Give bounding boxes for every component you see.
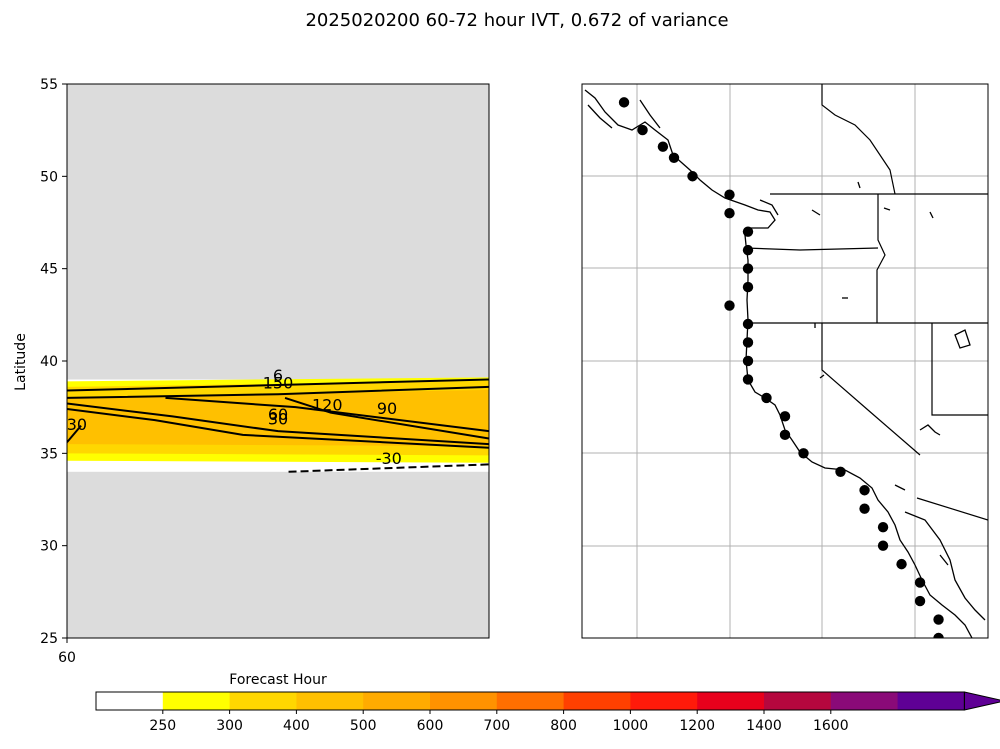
state-borders bbox=[744, 84, 988, 521]
colorbar-tick-label: 250 bbox=[149, 718, 176, 734]
colorbar-ticks: 250 300 400 500 600 700 800 1000 1200 1400 1600 bbox=[149, 710, 849, 734]
map-marker bbox=[779, 429, 791, 441]
y-tick-label: 40 bbox=[40, 354, 58, 370]
map-marker bbox=[637, 124, 648, 136]
colorbar-cell bbox=[897, 692, 965, 710]
map-marker bbox=[896, 558, 907, 570]
map-markers bbox=[618, 97, 944, 638]
colorbar-cell bbox=[496, 692, 565, 710]
contour-line bbox=[165, 396, 489, 433]
map-marker bbox=[724, 300, 735, 311]
band-layer-400 bbox=[67, 389, 489, 447]
colorbar-tick-label: 300 bbox=[216, 718, 243, 734]
y-axis-label: Latitude bbox=[13, 333, 29, 391]
colorbar-extend-arrow bbox=[963, 691, 1000, 711]
map-marker bbox=[779, 411, 791, 422]
y-tick-label: 50 bbox=[40, 169, 58, 185]
map-marker bbox=[877, 540, 889, 551]
contour-label: 150 bbox=[263, 373, 294, 392]
colorbar-tick-label: 1000 bbox=[613, 718, 649, 734]
contour-label: -30 bbox=[376, 449, 402, 468]
figure-title: 2025020200 60-72 hour IVT, 0.672 of vari… bbox=[305, 10, 728, 31]
colorbar-cell bbox=[162, 692, 231, 710]
colorbar-tick-label: 1200 bbox=[679, 718, 715, 734]
colorbar-cell bbox=[697, 692, 765, 710]
map-marker bbox=[859, 503, 870, 514]
map-layers bbox=[582, 84, 988, 638]
map-marker bbox=[742, 374, 754, 385]
map-marker bbox=[668, 152, 680, 163]
x-tick-label: 60 bbox=[58, 650, 76, 666]
colorbar-tick-label: 1600 bbox=[813, 718, 849, 734]
colorbar-cell bbox=[229, 692, 297, 710]
colorbar-cell bbox=[764, 692, 832, 710]
colorbar: Forecast Hour 250 300 400 500 600 700 800 1000 1… bbox=[95, 672, 1000, 734]
y-tick-label: 45 bbox=[40, 262, 58, 278]
map-marker bbox=[933, 614, 944, 625]
colorbar-cell bbox=[830, 692, 899, 710]
map-marker bbox=[914, 595, 926, 607]
colorbar-tick-label: 800 bbox=[550, 718, 577, 734]
map-marker bbox=[742, 244, 754, 256]
colorbar-tick-label: 400 bbox=[283, 718, 310, 734]
map-marker bbox=[761, 392, 772, 404]
map-frame bbox=[581, 83, 989, 639]
colorbar-cell bbox=[430, 692, 498, 710]
map-marker bbox=[877, 521, 889, 533]
colorbar-label: Forecast Hour bbox=[229, 672, 327, 688]
contour-line bbox=[288, 463, 489, 473]
y-tick-label: 35 bbox=[40, 446, 58, 462]
colorbar-cell bbox=[363, 692, 431, 710]
contour-line bbox=[67, 424, 82, 443]
contour-line bbox=[67, 402, 489, 446]
y-tick-label: 30 bbox=[40, 539, 58, 555]
map-marker bbox=[742, 281, 754, 293]
colorbar-cells bbox=[95, 691, 1000, 711]
y-tick-label: 55 bbox=[40, 77, 58, 93]
colorbar-cell bbox=[96, 692, 164, 710]
map-marker bbox=[742, 318, 754, 330]
colorbar-frame bbox=[95, 691, 965, 711]
contour-line bbox=[67, 408, 489, 449]
contour-label: 90 bbox=[377, 399, 397, 418]
map-marker bbox=[798, 448, 809, 459]
colorbar-tick-label: 500 bbox=[350, 718, 377, 734]
x-axis-ticks: 60 bbox=[58, 638, 76, 666]
colorbar-cell bbox=[296, 692, 364, 710]
map-marker bbox=[724, 189, 735, 200]
map-marker bbox=[914, 577, 926, 588]
map-marker bbox=[724, 207, 735, 219]
contour-label: 60 bbox=[268, 405, 288, 424]
y-tick-label: 25 bbox=[40, 631, 58, 647]
map-marker bbox=[742, 263, 754, 274]
map-marker bbox=[618, 97, 630, 108]
map-marker bbox=[742, 337, 754, 348]
map-marker bbox=[742, 226, 754, 237]
map-marker bbox=[742, 355, 754, 367]
map-gridlines bbox=[582, 84, 988, 638]
map-marker bbox=[657, 141, 669, 152]
contour-line bbox=[67, 385, 489, 399]
colorbar-tick-label: 600 bbox=[417, 718, 444, 734]
contour-label: 30 bbox=[268, 409, 288, 428]
map-panel bbox=[581, 83, 989, 639]
map-marker bbox=[835, 466, 846, 477]
left-panel-background bbox=[67, 84, 489, 638]
colorbar-cell bbox=[630, 692, 698, 710]
colorbar-tick-label: 1400 bbox=[746, 718, 782, 734]
colorbar-cell bbox=[563, 692, 631, 710]
colorbar-tick-label: 700 bbox=[483, 718, 510, 734]
contour-label: -30 bbox=[61, 415, 87, 434]
contour-label: 6 bbox=[273, 366, 283, 385]
map-marker bbox=[687, 171, 698, 182]
map-marker bbox=[933, 632, 944, 638]
map-marker bbox=[859, 485, 870, 496]
coastline bbox=[584, 89, 986, 638]
contour-line bbox=[284, 396, 489, 440]
contour-line bbox=[67, 378, 489, 392]
y-axis-ticks: 25 30 35 40 45 50 55 bbox=[40, 77, 67, 647]
